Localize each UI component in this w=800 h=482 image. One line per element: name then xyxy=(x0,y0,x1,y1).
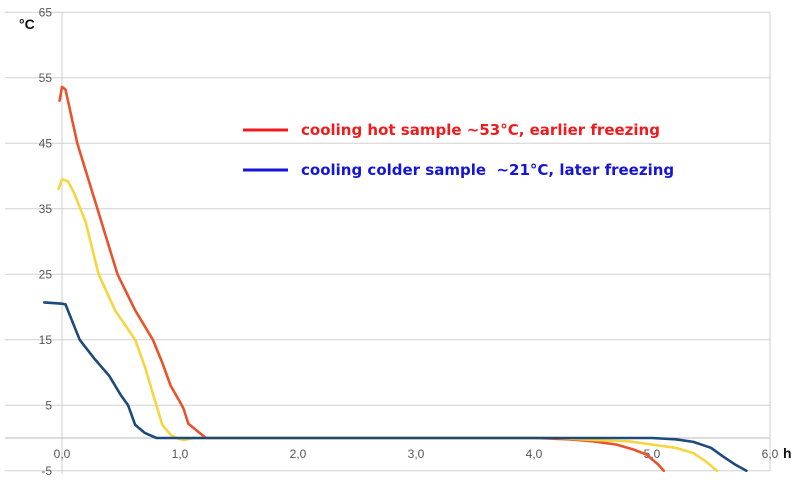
series-line-1 xyxy=(57,178,719,473)
x-tick-label: 3,0 xyxy=(408,447,425,461)
x-tick-label: 0,0 xyxy=(54,447,71,461)
y-tick-label: 5 xyxy=(45,398,52,412)
x-tick-label: 6,0 xyxy=(762,447,779,461)
series-line-0 xyxy=(58,85,666,473)
series-line-2 xyxy=(43,301,748,473)
legend: cooling hot sample ~53°C, earlier freezi… xyxy=(243,121,674,179)
series-group xyxy=(43,85,748,473)
y-tick-label: 15 xyxy=(39,333,53,347)
x-tick-label: 4,0 xyxy=(526,447,543,461)
y-tick-label: 25 xyxy=(39,267,53,281)
y-axis-label: °C xyxy=(19,16,35,32)
y-tick-label: 55 xyxy=(39,71,53,85)
y-tick-label: 65 xyxy=(39,5,53,19)
x-tick-label: 1,0 xyxy=(172,447,189,461)
y-tick-label: -5 xyxy=(41,464,52,478)
y-tick-label: 35 xyxy=(39,202,53,216)
legend-label-hot: cooling hot sample ~53°C, earlier freezi… xyxy=(301,121,660,139)
y-tick-label: 45 xyxy=(39,136,53,150)
legend-label-cold: cooling colder sample ~21°C, later freez… xyxy=(301,161,674,179)
x-axis-label: h xyxy=(783,445,792,461)
grid xyxy=(5,11,771,474)
x-tick-label: 2,0 xyxy=(290,447,307,461)
